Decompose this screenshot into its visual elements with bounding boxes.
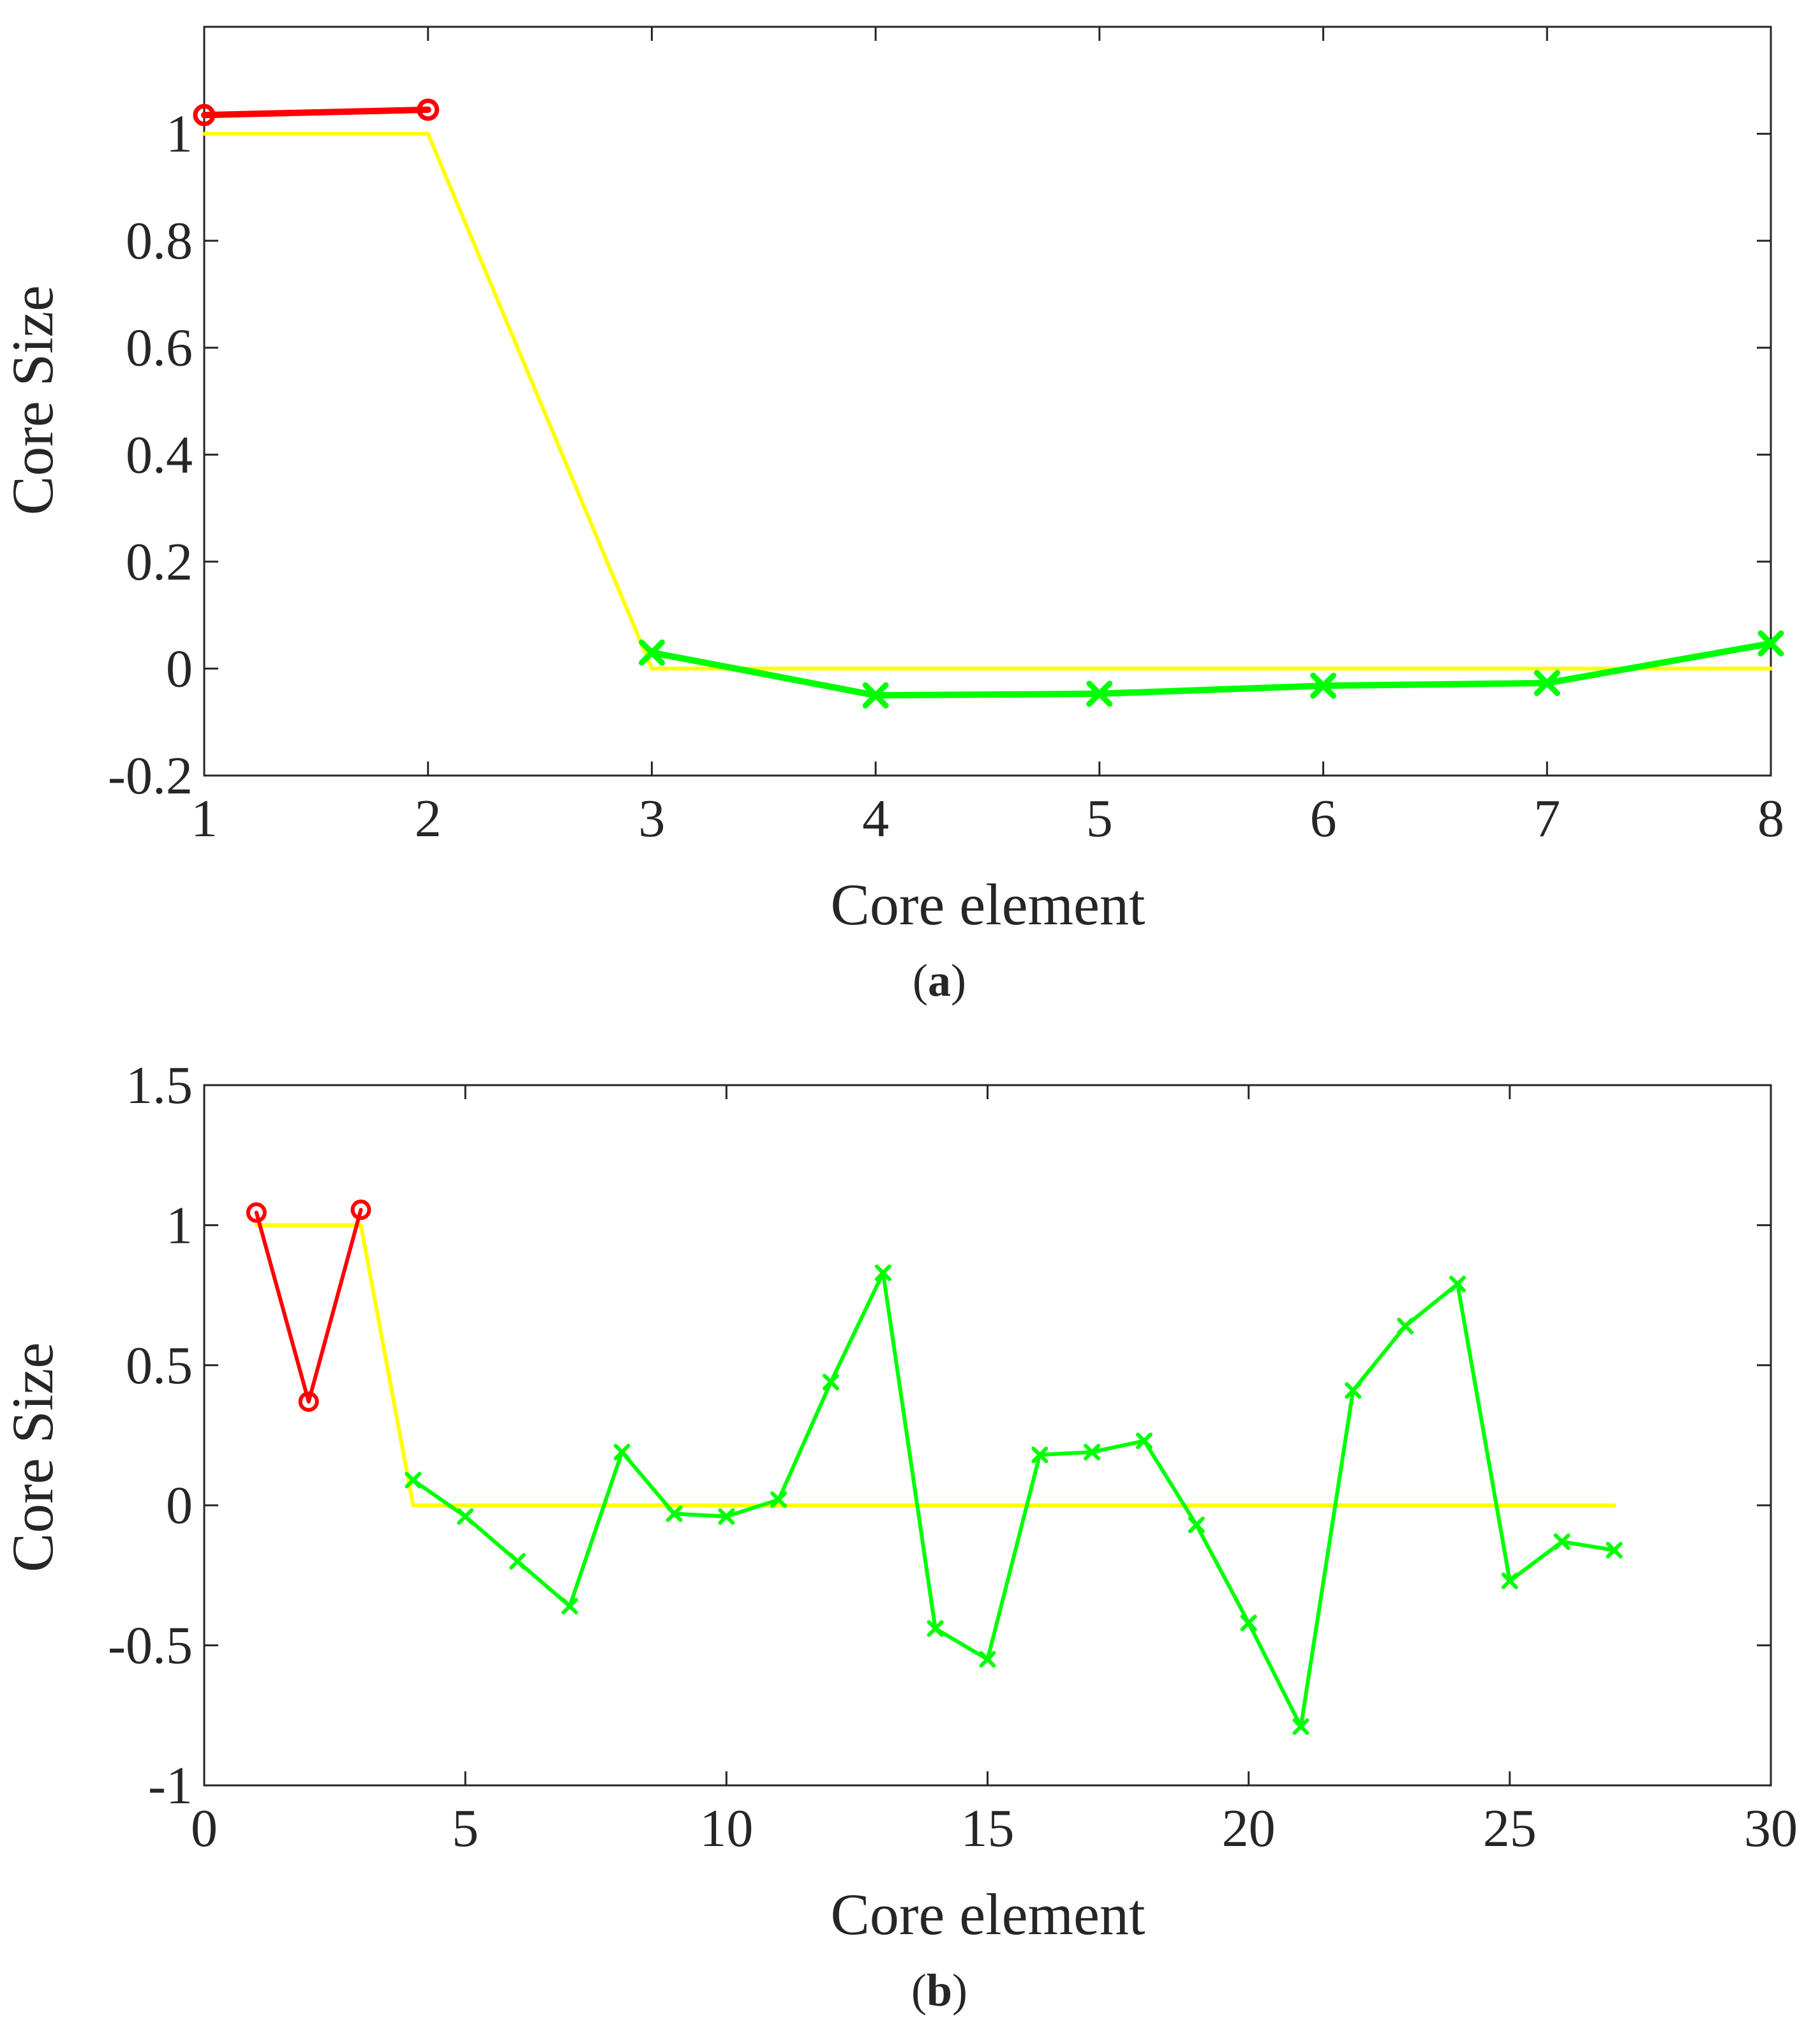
data-point-small-core-a xyxy=(1310,672,1337,699)
data-point-small-core-b xyxy=(1606,1542,1623,1559)
data-point-small-core-b xyxy=(457,1508,474,1525)
data-point-large-core-b xyxy=(350,1199,371,1220)
x-tick-label-b: 15 xyxy=(961,1799,1015,1858)
data-point-small-core-b xyxy=(1240,1614,1257,1632)
data-point-small-core-a xyxy=(1086,680,1113,707)
x-tick-label-a: 7 xyxy=(1533,789,1560,848)
data-point-small-core-b xyxy=(1031,1446,1048,1464)
panel-label-a: (a) xyxy=(913,955,966,1006)
y-tick-label-a: -0.2 xyxy=(108,746,193,806)
y-tick-label-a: 0 xyxy=(166,639,193,698)
data-point-small-core-b xyxy=(770,1491,787,1508)
y-tick-label-a: 0.8 xyxy=(126,211,193,271)
data-point-large-core-a xyxy=(417,98,440,121)
y-tick-label-a: 0.2 xyxy=(126,532,193,592)
chart-panel-b: 0 5 10 15 20 25 30 -1 -0.5 0 0.5 1 1.5 Core Size Cor… xyxy=(0,1056,1798,2016)
data-point-small-core-b xyxy=(405,1471,422,1489)
data-point-small-core-b xyxy=(613,1443,630,1460)
x-tick-label-b: 20 xyxy=(1222,1799,1276,1858)
data-point-small-core-a xyxy=(638,639,665,666)
data-point-small-core-b xyxy=(1449,1275,1466,1293)
data-point-small-core-b xyxy=(1084,1443,1101,1460)
data-point-small-core-b xyxy=(1345,1382,1362,1399)
data-point-small-core-b xyxy=(509,1552,526,1570)
panel-label-b: (b) xyxy=(911,1965,967,2016)
series-line-reference-a xyxy=(202,131,1773,671)
y-tick-label-b: 0 xyxy=(166,1476,193,1535)
plot-area-b: 0 5 10 15 20 25 30 -1 -0.5 0 0.5 1 1.5 xyxy=(108,1056,1798,1858)
data-point-small-core-b xyxy=(823,1374,839,1391)
series-line-large-core-b xyxy=(254,1208,363,1404)
panel-letter-b: b xyxy=(927,1965,952,2016)
series-line-small-core-a xyxy=(648,640,1774,699)
data-point-small-core-a xyxy=(862,682,889,709)
y-tick-label-b: 0.5 xyxy=(126,1336,193,1395)
x-tick-label-b: 0 xyxy=(191,1799,218,1858)
x-axis-title-b: Core element xyxy=(830,1882,1145,1947)
series-line-small-core-b xyxy=(411,1270,1616,1729)
x-tick-label-b: 5 xyxy=(452,1799,479,1858)
y-tick-label-b: 1.5 xyxy=(126,1056,193,1115)
data-point-small-core-b xyxy=(1501,1572,1518,1589)
x-tick-label-a: 4 xyxy=(862,789,889,848)
x-tick-label-b: 30 xyxy=(1744,1799,1798,1858)
y-axis-title-b: Core Size xyxy=(0,1342,65,1572)
data-point-small-core-a xyxy=(1533,670,1560,696)
y-tick-label-b: -0.5 xyxy=(108,1616,193,1676)
y-axis-title-a: Core Size xyxy=(0,285,65,515)
data-point-small-core-b xyxy=(1292,1718,1309,1735)
axes-box-a xyxy=(203,26,1772,777)
data-point-small-core-b xyxy=(1397,1317,1414,1335)
data-point-small-core-b xyxy=(718,1508,735,1525)
y-tick-label-b: 1 xyxy=(166,1196,193,1255)
data-point-small-core-b xyxy=(666,1505,683,1522)
x-tick-label-a: 8 xyxy=(1757,789,1784,848)
data-point-small-core-b xyxy=(874,1265,891,1281)
panel-letter-a: a xyxy=(928,955,951,1006)
data-point-small-core-b xyxy=(1188,1516,1205,1533)
data-point-small-core-b xyxy=(927,1620,944,1637)
data-point-small-core-b xyxy=(979,1651,996,1668)
data-point-large-core-a xyxy=(193,103,216,126)
data-point-large-core-b xyxy=(246,1202,267,1223)
x-tick-label-a: 2 xyxy=(415,789,442,848)
x-tick-label-a: 1 xyxy=(191,789,218,848)
x-tick-label-a: 3 xyxy=(638,789,665,848)
data-point-small-core-b xyxy=(1553,1533,1570,1550)
data-point-small-core-b xyxy=(1136,1432,1152,1450)
y-tick-label-b: -1 xyxy=(148,1756,193,1815)
y-tick-label-a: 0.6 xyxy=(126,319,193,378)
data-point-small-core-a xyxy=(1757,630,1784,657)
x-tick-label-b: 10 xyxy=(699,1799,753,1858)
y-tick-label-a: 1 xyxy=(166,105,193,164)
series-line-large-core-a xyxy=(201,106,431,119)
data-point-large-core-b xyxy=(298,1391,319,1412)
x-axis-title-a: Core element xyxy=(830,872,1145,937)
x-tick-label-b: 25 xyxy=(1483,1799,1537,1858)
series-line-reference-b xyxy=(254,1223,1616,1508)
x-tick-label-a: 6 xyxy=(1310,789,1337,848)
x-tick-label-a: 5 xyxy=(1086,789,1113,848)
y-tick-label-a: 0.4 xyxy=(126,425,193,484)
plot-area-a: 1 2 3 4 5 6 7 8 -0.2 0 0.2 0.4 0.6 0.8 1 xyxy=(108,26,1784,848)
chart-panel-a: 1 2 3 4 5 6 7 8 -0.2 0 0.2 0.4 0.6 0.8 1 Core Size Cor… xyxy=(0,26,1784,1006)
data-point-small-core-b xyxy=(561,1598,578,1615)
